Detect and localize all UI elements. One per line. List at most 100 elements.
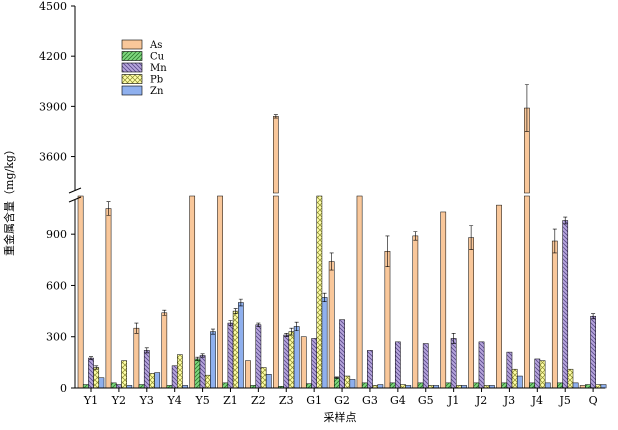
error-bar-Mn-Z3 — [284, 333, 289, 338]
x-tick-label: Y1 — [83, 394, 98, 407]
bar-As-J4 — [524, 195, 530, 389]
bar-Zn-G2 — [349, 379, 356, 389]
bar-As-Y3 — [133, 327, 140, 389]
axes — [68, 6, 605, 389]
bar-Mn-G5 — [422, 343, 429, 389]
x-axis-label: 采样点 — [324, 410, 357, 424]
bar-Zn-Z2 — [265, 374, 272, 389]
error-bar-Mn-Y5 — [200, 353, 205, 358]
bar-As-G2 — [328, 261, 335, 389]
bar-Cu-G5 — [417, 382, 424, 389]
x-tick-label: Z1 — [223, 394, 238, 407]
legend-label-Zn: Zn — [150, 86, 164, 97]
error-bar-Zn-Y5 — [210, 328, 215, 335]
bar-Mn-J4 — [534, 358, 541, 389]
error-bar-Zn-Z3 — [294, 321, 299, 332]
bar-As-J2 — [468, 237, 474, 389]
bar-As-G3 — [356, 195, 363, 389]
error-bar-As-Y3 — [134, 322, 139, 334]
bar-Cu-Y5 — [194, 358, 201, 389]
bar-As-Y2 — [105, 208, 112, 389]
bar-Cu-J5 — [557, 382, 563, 389]
bar-Cu-Q — [585, 384, 591, 389]
bar-Zn-Z1 — [238, 302, 244, 389]
bar-Pb-Z3 — [288, 331, 295, 389]
error-bar-Mn-Y1 — [89, 356, 93, 360]
bar-Pb-G1 — [316, 195, 323, 389]
y-tick-label: 0 — [60, 382, 67, 395]
bar-As-J1 — [440, 211, 447, 389]
x-ticks: Y1 Y2 Y3 Y4 Y5 Z1 Z2 Z3 G1 G2 G3 G4 G5 J1 J2 J3 J4 J5 Q — [83, 388, 598, 407]
error-bar-Mn-J1 — [451, 333, 456, 344]
y-tick-label: 3900 — [39, 100, 67, 113]
bar-Pb-Y4 — [177, 354, 183, 389]
bar-Cu-J4 — [529, 382, 535, 389]
bar-Cu-Z1 — [222, 382, 229, 389]
y-tick-label: 900 — [46, 228, 67, 241]
bar-As-J3 — [496, 204, 502, 389]
bar-As-Y4 — [161, 312, 168, 389]
y-ticks: 0 300 600 900 3600 3900 4200 4500 — [39, 0, 75, 395]
error-bar-As-J4 — [524, 84, 529, 132]
x-tick-label: G2 — [334, 394, 350, 407]
bar-Mn-G4 — [394, 341, 401, 389]
bar-Mn-Y2 — [116, 384, 122, 389]
bar-As-Z3 — [273, 195, 279, 389]
bar-Zn-Y1 — [98, 377, 105, 389]
bar-Pb-J4 — [539, 360, 546, 389]
bar-As-Z3-upper — [273, 116, 279, 194]
error-bar-Zn-Z1 — [238, 298, 243, 307]
bar-Zn-Z3 — [293, 326, 300, 389]
error-bar-As-J2 — [469, 225, 474, 250]
bar-Mn-Z3 — [283, 334, 290, 389]
x-tick-label: J4 — [531, 394, 543, 407]
x-tick-label: J5 — [558, 394, 570, 407]
bar-Zn-Q — [600, 384, 607, 389]
bar-Cu-J3 — [501, 382, 508, 389]
error-bar-Pb-Z1 — [233, 308, 238, 314]
bar-Zn-Y5 — [210, 331, 216, 389]
x-tick-label: Z2 — [251, 394, 266, 407]
bar-As-G5 — [412, 235, 419, 389]
bar-Pb-Y3 — [149, 373, 155, 389]
bar-Cu-Y2 — [110, 382, 117, 389]
bar-Pb-J3 — [511, 368, 518, 389]
y-tick-label: 600 — [46, 279, 67, 292]
x-tick-label: Y3 — [139, 394, 154, 407]
x-tick-label: G4 — [390, 394, 406, 407]
x-tick-label: Y4 — [167, 394, 182, 407]
bar-Mn-Q — [590, 315, 596, 389]
error-bar-As-G4 — [385, 235, 390, 267]
bar-Pb-G2 — [344, 375, 351, 389]
bar-Mn-G3 — [367, 350, 373, 389]
bar-Pb-J5 — [567, 368, 574, 389]
bar-Zn-Y3 — [154, 372, 161, 389]
bar-As-Y5 — [189, 195, 196, 389]
error-bar-Mn-Z1 — [228, 320, 233, 326]
bar-Mn-Z2 — [255, 324, 262, 389]
bar-Cu-J2 — [473, 382, 480, 389]
error-bar-As-J5 — [552, 228, 557, 254]
axis-break-mark — [68, 187, 82, 203]
bar-Zn-J5 — [572, 382, 579, 389]
error-bar-As-G5 — [413, 231, 418, 241]
bar-Cu-Y3 — [138, 384, 145, 389]
legend-label-Mn: Mn — [150, 63, 167, 74]
bar-Mn-Z1 — [227, 322, 234, 389]
error-bar-Cu-Y5 — [195, 356, 200, 361]
legend-swatch-Mn — [121, 62, 143, 73]
x-tick-label: Y2 — [111, 394, 126, 407]
legend-swatch-As — [121, 39, 143, 50]
bar-As-G1 — [300, 336, 307, 389]
y-axis-label: 重金属含量（mg/kg） — [2, 144, 16, 256]
error-bar-Pb-Y1 — [94, 365, 99, 370]
bar-As-G4 — [384, 251, 391, 389]
legend-swatch-Zn — [121, 85, 143, 96]
error-bar-Mn-Z2 — [256, 322, 261, 327]
bar-Mn-G1 — [311, 338, 318, 389]
legend-swatch-Pb — [121, 74, 143, 84]
error-bar-Pb-Z3 — [289, 327, 294, 336]
legend-label-Pb: Pb — [150, 75, 163, 86]
